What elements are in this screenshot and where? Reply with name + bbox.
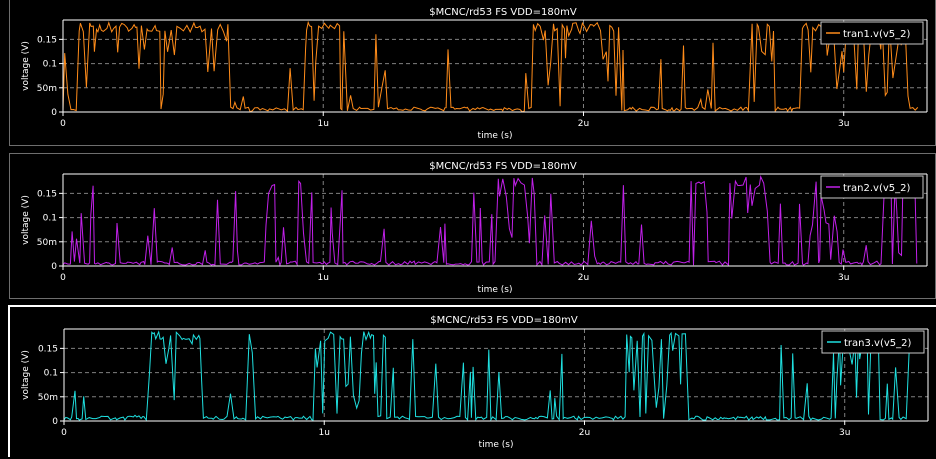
x-axis-label: time (s) — [479, 440, 514, 450]
y-tick-label: 0 — [51, 108, 57, 118]
x-tick-label: 2u — [578, 273, 589, 283]
waveform-panel-1[interactable]: $MCNC/rd53 FS VDD=180mV 0 50m 0.1 0.15 0 1u 2u 3… — [9, 0, 936, 146]
waveform-panel-3-selected[interactable]: $MCNC/rd53 FS VDD=180mV 0 50m 0.1 0.15 0 1u 2u 3… — [8, 305, 936, 457]
y-tick-label: 50m — [38, 393, 58, 403]
y-axis-label: voltage (V) — [21, 195, 31, 245]
chart-title: $MCNC/rd53 FS VDD=180mV — [429, 161, 577, 172]
waveform-plot-2[interactable]: $MCNC/rd53 FS VDD=180mV 0 50m 0.1 0.15 0 1u 2u 3… — [10, 154, 936, 300]
legend-label: tran1.v(v5_2) — [843, 29, 911, 40]
y-tick-label: 0.15 — [37, 35, 57, 45]
x-tick-label: 1u — [318, 273, 329, 283]
y-axis-label: voltage (V) — [21, 350, 31, 400]
series-trace[interactable] — [62, 20, 919, 113]
x-tick-label: 3u — [839, 428, 850, 438]
legend-label: tran3.v(v5_2) — [844, 338, 912, 349]
x-tick-label: 1u — [319, 428, 330, 438]
legend-box[interactable] — [820, 175, 924, 199]
x-axis-label: time (s) — [478, 131, 513, 141]
y-tick-label: 0.15 — [37, 189, 57, 199]
y-tick-label: 0 — [51, 262, 57, 272]
y-axis-label: voltage (V) — [21, 41, 31, 91]
waveform-panel-2[interactable]: $MCNC/rd53 FS VDD=180mV 0 50m 0.1 0.15 0 1u 2u 3… — [9, 153, 936, 299]
x-tick-label: 1u — [318, 119, 329, 129]
y-tick-label: 0.1 — [43, 214, 57, 224]
x-axis-label: time (s) — [478, 285, 513, 295]
y-tick-label: 50m — [37, 238, 57, 248]
x-tick-label: 2u — [579, 428, 590, 438]
y-tick-label: 0 — [52, 417, 58, 427]
chart-title: $MCNC/rd53 FS VDD=180mV — [430, 315, 578, 326]
y-tick-label: 0.1 — [43, 60, 57, 70]
series-trace[interactable] — [63, 330, 919, 422]
x-tick-label: 2u — [578, 119, 589, 129]
x-tick-label: 0 — [60, 273, 66, 283]
legend-box[interactable] — [820, 21, 924, 45]
series-trace[interactable] — [62, 174, 918, 267]
y-tick-label: 0.15 — [38, 344, 58, 354]
waveform-plot-1[interactable]: $MCNC/rd53 FS VDD=180mV 0 50m 0.1 0.15 0 1u 2u 3… — [10, 0, 936, 146]
x-tick-label: 3u — [838, 273, 849, 283]
chart-title: $MCNC/rd53 FS VDD=180mV — [429, 7, 577, 18]
waveform-plot-3[interactable]: $MCNC/rd53 FS VDD=180mV 0 50m 0.1 0.15 0 1u 2u 3… — [10, 307, 936, 459]
legend-label: tran2.v(v5_2) — [843, 183, 911, 194]
y-tick-label: 50m — [37, 84, 57, 94]
x-tick-label: 0 — [60, 119, 66, 129]
y-tick-label: 0.1 — [44, 369, 58, 379]
x-tick-label: 3u — [838, 119, 849, 129]
legend-box[interactable] — [821, 330, 925, 354]
x-tick-label: 0 — [61, 428, 67, 438]
